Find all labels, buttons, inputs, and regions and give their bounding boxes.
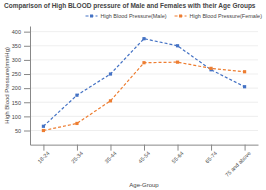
marker bbox=[243, 85, 246, 88]
x-tick-label: 65-74 bbox=[204, 150, 218, 164]
grid-line bbox=[30, 45, 258, 46]
marker bbox=[176, 44, 179, 47]
grid-line bbox=[30, 88, 258, 89]
x-tick: 35-44 bbox=[103, 145, 117, 165]
line bbox=[43, 62, 244, 130]
grid-line bbox=[30, 130, 258, 131]
y-tick-label: 200 bbox=[12, 85, 21, 91]
marker bbox=[109, 99, 112, 102]
y-tick-mark bbox=[24, 46, 30, 47]
y-tick: 300 bbox=[12, 57, 30, 63]
y-tick-mark bbox=[24, 116, 30, 117]
y-tick: 100 bbox=[12, 114, 30, 120]
x-tick: 18-24 bbox=[36, 145, 50, 165]
x-tick-mark bbox=[43, 145, 44, 151]
x-axis: 18-24 25-34 35-44 45-54 55-64 65-74 75 and abo… bbox=[31, 145, 259, 178]
x-tick-label: 55-64 bbox=[171, 150, 185, 164]
x-tick: 25-34 bbox=[70, 145, 84, 165]
x-tick-label: 18-24 bbox=[36, 150, 50, 164]
y-tick-mark bbox=[24, 102, 30, 103]
axis-line bbox=[30, 27, 31, 146]
x-tick-mark bbox=[178, 145, 179, 151]
y-tick-label: 350 bbox=[12, 43, 21, 49]
y-tick-label: 300 bbox=[12, 57, 21, 63]
x-tick-mark bbox=[110, 145, 111, 151]
y-tick-label: 250 bbox=[12, 71, 21, 77]
title: Comparison of High BLOOD pressure of Mal… bbox=[4, 2, 256, 10]
x-tick-label: 35-44 bbox=[103, 150, 117, 164]
marker bbox=[75, 122, 78, 125]
y-axis: 50 100 150 200 250 300 350 400 bbox=[12, 27, 31, 146]
y-tick: 400 bbox=[12, 29, 30, 35]
legend-swatch bbox=[86, 15, 98, 18]
marker bbox=[209, 67, 212, 70]
plot-area bbox=[42, 37, 246, 132]
legend-swatch-line bbox=[175, 15, 187, 16]
y-tick: 350 bbox=[12, 43, 30, 49]
legend-label: High Blood Pressure(Male) bbox=[101, 13, 167, 19]
legend: High Blood Pressure(Male) High Blood Pres… bbox=[86, 13, 263, 19]
x-axis-title: Age-Group bbox=[129, 182, 159, 188]
x-tick: 55-64 bbox=[171, 145, 185, 165]
y-tick-mark bbox=[24, 74, 30, 75]
grid-line bbox=[30, 102, 258, 103]
marker bbox=[42, 125, 45, 128]
x-tick-mark bbox=[245, 145, 246, 151]
legend-item: High Blood Pressure(Female) bbox=[175, 13, 263, 19]
y-tick: 50 bbox=[15, 128, 30, 134]
x-tick-label: 45-54 bbox=[137, 150, 151, 164]
y-tick: 150 bbox=[12, 100, 30, 106]
y-tick-label: 400 bbox=[12, 29, 21, 35]
y-tick: 200 bbox=[12, 85, 30, 91]
x-tick-mark bbox=[144, 145, 145, 151]
legend-swatch-marker bbox=[90, 15, 93, 18]
legend-swatch bbox=[175, 15, 187, 18]
grid-line bbox=[30, 31, 258, 32]
x-tick-label: 25-34 bbox=[70, 150, 84, 164]
x-tick: 65-74 bbox=[204, 145, 218, 165]
legend-swatch-line bbox=[86, 15, 98, 16]
line bbox=[43, 39, 244, 127]
x-tick-mark bbox=[211, 145, 212, 151]
legend-item: High Blood Pressure(Male) bbox=[86, 13, 167, 19]
grid-line bbox=[30, 59, 258, 60]
legend-swatch-marker bbox=[179, 15, 182, 18]
marker bbox=[109, 72, 112, 75]
x-tick-label: 75 and above bbox=[224, 150, 252, 178]
y-tick-label: 100 bbox=[12, 114, 21, 120]
grid-line bbox=[30, 74, 258, 75]
y-tick-label: 50 bbox=[15, 128, 21, 134]
chart: Comparison of High BLOOD pressure of Mal… bbox=[0, 0, 266, 190]
y-tick-label: 150 bbox=[12, 100, 21, 106]
y-tick: 250 bbox=[12, 71, 30, 77]
y-tick-mark bbox=[24, 88, 30, 89]
y-axis-title: High Blood Pressure(mmHg) bbox=[4, 47, 10, 124]
y-tick-mark bbox=[24, 32, 30, 33]
marker bbox=[176, 61, 179, 64]
grid-line bbox=[30, 116, 258, 117]
marker bbox=[42, 129, 45, 132]
marker bbox=[142, 37, 145, 40]
grid bbox=[30, 32, 258, 131]
x-tick-mark bbox=[77, 145, 78, 151]
y-tick-mark bbox=[24, 131, 30, 132]
marker bbox=[75, 94, 78, 97]
x-tick: 75 and above bbox=[224, 145, 252, 178]
x-tick: 45-54 bbox=[137, 145, 151, 165]
y-tick-mark bbox=[24, 60, 30, 61]
marker bbox=[243, 70, 246, 73]
marker bbox=[142, 61, 145, 64]
legend-label: High Blood Pressure(Female) bbox=[190, 13, 263, 19]
